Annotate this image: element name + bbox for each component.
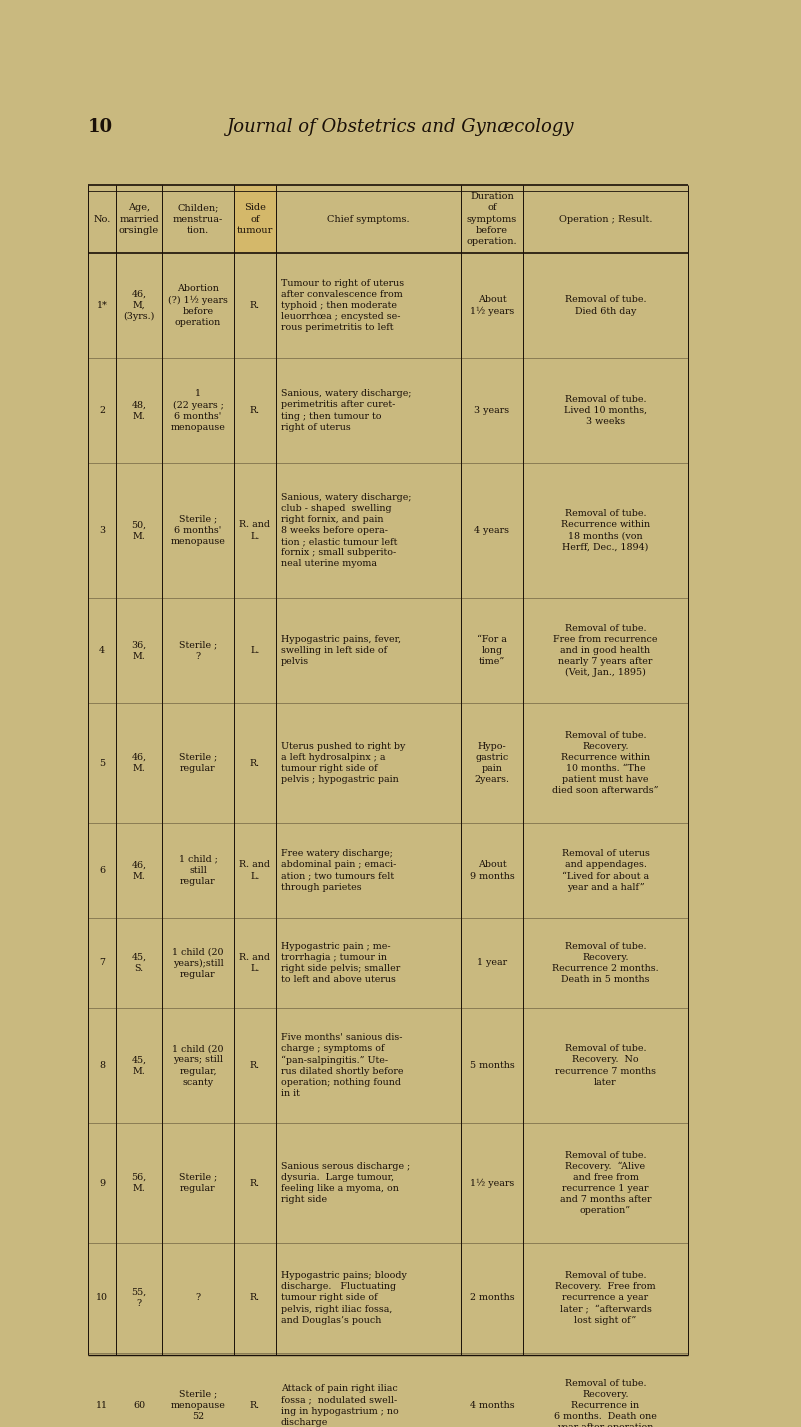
Text: About
1½ years: About 1½ years xyxy=(470,295,514,315)
Text: 10: 10 xyxy=(88,118,113,136)
Text: “For a
long
time”: “For a long time” xyxy=(477,635,507,666)
Text: No.: No. xyxy=(93,214,111,224)
Text: 56,
M.: 56, M. xyxy=(131,1173,147,1193)
Text: Removal of tube.
Recovery.
Recurrence 2 months.
Death in 5 months: Removal of tube. Recovery. Recurrence 2 … xyxy=(552,942,658,985)
Text: 1½ years: 1½ years xyxy=(470,1179,514,1187)
Text: 50,
M.: 50, M. xyxy=(131,521,147,541)
Text: Removal of tube.
Lived 10 months,
3 weeks: Removal of tube. Lived 10 months, 3 week… xyxy=(564,395,647,427)
Text: R. and
L.: R. and L. xyxy=(239,860,271,880)
Text: Childen;
menstrua-
tion.: Childen; menstrua- tion. xyxy=(173,204,223,234)
Text: ?: ? xyxy=(195,1293,200,1303)
Text: Sterile ;
6 months'
menopause: Sterile ; 6 months' menopause xyxy=(171,515,225,547)
Text: R.: R. xyxy=(250,1401,260,1410)
Text: 3: 3 xyxy=(99,527,105,535)
Text: 46,
M.: 46, M. xyxy=(131,860,147,880)
Text: Free watery discharge;
abdominal pain ; emaci-
ation ; two tumours felt
through : Free watery discharge; abdominal pain ; … xyxy=(281,849,396,892)
Text: R.: R. xyxy=(250,1293,260,1303)
Text: 55,
?: 55, ? xyxy=(131,1289,147,1309)
Text: 4 months: 4 months xyxy=(469,1401,514,1410)
Text: Sanious, watery discharge;
perimetritis after curet-
ting ; then tumour to
right: Sanious, watery discharge; perimetritis … xyxy=(281,390,412,431)
Text: Abortion
(?) 1½ years
before
operation: Abortion (?) 1½ years before operation xyxy=(168,284,228,327)
Text: 1 year: 1 year xyxy=(477,959,507,968)
Text: Hypogastric pain ; me-
trorrhagia ; tumour in
right side pelvis; smaller
to left: Hypogastric pain ; me- trorrhagia ; tumo… xyxy=(281,942,400,985)
Text: 1 child ;
still
regular: 1 child ; still regular xyxy=(179,855,217,886)
Text: 46,
M.: 46, M. xyxy=(131,753,147,773)
Text: Five months' sanious dis-
charge ; symptoms of
“pan-salpingitis.” Ute-
rus dilat: Five months' sanious dis- charge ; sympt… xyxy=(281,1033,404,1097)
Text: 10: 10 xyxy=(96,1293,108,1303)
Text: 2 months: 2 months xyxy=(469,1293,514,1303)
Text: 6: 6 xyxy=(99,866,105,875)
Text: Removal of uterus
and appendages.
“Lived for about a
year and a half”: Removal of uterus and appendages. “Lived… xyxy=(562,849,650,892)
Text: Hypogastric pains; bloody
discharge.   Fluctuating
tumour right side of
pelvis, : Hypogastric pains; bloody discharge. Flu… xyxy=(281,1271,407,1324)
Text: Hypo-
gastric
pain
2years.: Hypo- gastric pain 2years. xyxy=(474,742,509,785)
Text: 5 months: 5 months xyxy=(469,1062,514,1070)
Text: R.: R. xyxy=(250,1062,260,1070)
Text: L.: L. xyxy=(250,646,260,655)
Text: Tumour to right of uterus
after convalescence from
typhoid ; then moderate
leuor: Tumour to right of uterus after convales… xyxy=(281,278,405,332)
Text: 7: 7 xyxy=(99,959,105,968)
Text: 1
(22 years ;
6 months'
menopause: 1 (22 years ; 6 months' menopause xyxy=(171,390,225,432)
Text: Sterile ;
?: Sterile ; ? xyxy=(179,641,217,661)
Text: Removal of tube.
Recovery.  “Alive
and free from
recurrence 1 year
and 7 months : Removal of tube. Recovery. “Alive and fr… xyxy=(560,1150,651,1216)
Text: Duration
of
symptoms
before
operation.: Duration of symptoms before operation. xyxy=(467,193,517,245)
Text: 45,
M.: 45, M. xyxy=(131,1056,147,1076)
Text: 4: 4 xyxy=(99,646,105,655)
Text: 3 years: 3 years xyxy=(474,407,509,415)
Text: 48,
M.: 48, M. xyxy=(131,401,147,421)
Text: Removal of tube.
Recovery.
Recurrence within
10 months. “The
patient must have
d: Removal of tube. Recovery. Recurrence wi… xyxy=(552,731,658,795)
Text: R.: R. xyxy=(250,301,260,310)
Text: Attack of pain right iliac
fossa ;  nodulated swell-
ing in hypogastrium ; no
di: Attack of pain right iliac fossa ; nodul… xyxy=(281,1384,399,1427)
Text: Sterile ;
menopause
52: Sterile ; menopause 52 xyxy=(171,1390,225,1421)
Text: About
9 months: About 9 months xyxy=(469,860,514,880)
Text: Removal of tube.
Died 6th day: Removal of tube. Died 6th day xyxy=(565,295,646,315)
Text: R. and
L.: R. and L. xyxy=(239,953,271,973)
Text: 46,
M,
(3yrs.): 46, M, (3yrs.) xyxy=(123,290,155,321)
Text: Sterile ;
regular: Sterile ; regular xyxy=(179,753,217,773)
Text: Chief symptoms.: Chief symptoms. xyxy=(327,214,410,224)
Text: Removal of tube.
Recovery.
Recurrence in
6 months.  Death one
year after operati: Removal of tube. Recovery. Recurrence in… xyxy=(554,1378,657,1427)
Bar xyxy=(234,186,276,253)
Text: 9: 9 xyxy=(99,1179,105,1187)
Text: Removal of tube.
Recovery.  Free from
recurrence a year
later ;  “afterwards
los: Removal of tube. Recovery. Free from rec… xyxy=(555,1271,656,1324)
Text: R.: R. xyxy=(250,1179,260,1187)
Text: 45,
S.: 45, S. xyxy=(131,953,147,973)
Text: Side
of
tumour: Side of tumour xyxy=(237,204,273,234)
Text: Journal of Obstetrics and Gynæcology: Journal of Obstetrics and Gynæcology xyxy=(226,118,574,136)
Text: 8: 8 xyxy=(99,1062,105,1070)
Text: 1*: 1* xyxy=(97,301,107,310)
Text: 5: 5 xyxy=(99,759,105,768)
Text: 60: 60 xyxy=(133,1401,145,1410)
Text: 11: 11 xyxy=(96,1401,108,1410)
Text: 1 child (20
years);still
regular: 1 child (20 years);still regular xyxy=(172,948,223,979)
Text: Hypogastric pains, fever,
swelling in left side of
pelvis: Hypogastric pains, fever, swelling in le… xyxy=(281,635,401,666)
Text: Sterile ;
regular: Sterile ; regular xyxy=(179,1173,217,1193)
Text: Uterus pushed to right by
a left hydrosalpinx ; a
tumour right side of
pelvis ; : Uterus pushed to right by a left hydrosa… xyxy=(281,742,405,785)
Text: Removal of tube.
Free from recurrence
and in good health
nearly 7 years after
(V: Removal of tube. Free from recurrence an… xyxy=(553,624,658,678)
Text: Removal of tube.
Recurrence within
18 months (von
Herff, Dec., 1894): Removal of tube. Recurrence within 18 mo… xyxy=(561,509,650,552)
Text: Sanious, watery discharge;
club - shaped  swelling
right fornix, and pain
8 week: Sanious, watery discharge; club - shaped… xyxy=(281,492,412,568)
Text: 2: 2 xyxy=(99,407,105,415)
Text: R.: R. xyxy=(250,407,260,415)
Text: 1 child (20
years; still
regular,
scanty: 1 child (20 years; still regular, scanty xyxy=(172,1045,223,1086)
Text: Sanious serous discharge ;
dysuria.  Large tumour,
feeling like a myoma, on
righ: Sanious serous discharge ; dysuria. Larg… xyxy=(281,1162,410,1204)
Text: 4 years: 4 years xyxy=(474,527,509,535)
Text: Operation ; Result.: Operation ; Result. xyxy=(559,214,652,224)
Text: Removal of tube.
Recovery.  No
recurrence 7 months
later: Removal of tube. Recovery. No recurrence… xyxy=(555,1045,656,1086)
Text: R. and
L.: R. and L. xyxy=(239,521,271,541)
Text: R.: R. xyxy=(250,759,260,768)
Text: 36,
M.: 36, M. xyxy=(131,641,147,661)
Text: Age,
married
orsingle: Age, married orsingle xyxy=(119,204,159,234)
